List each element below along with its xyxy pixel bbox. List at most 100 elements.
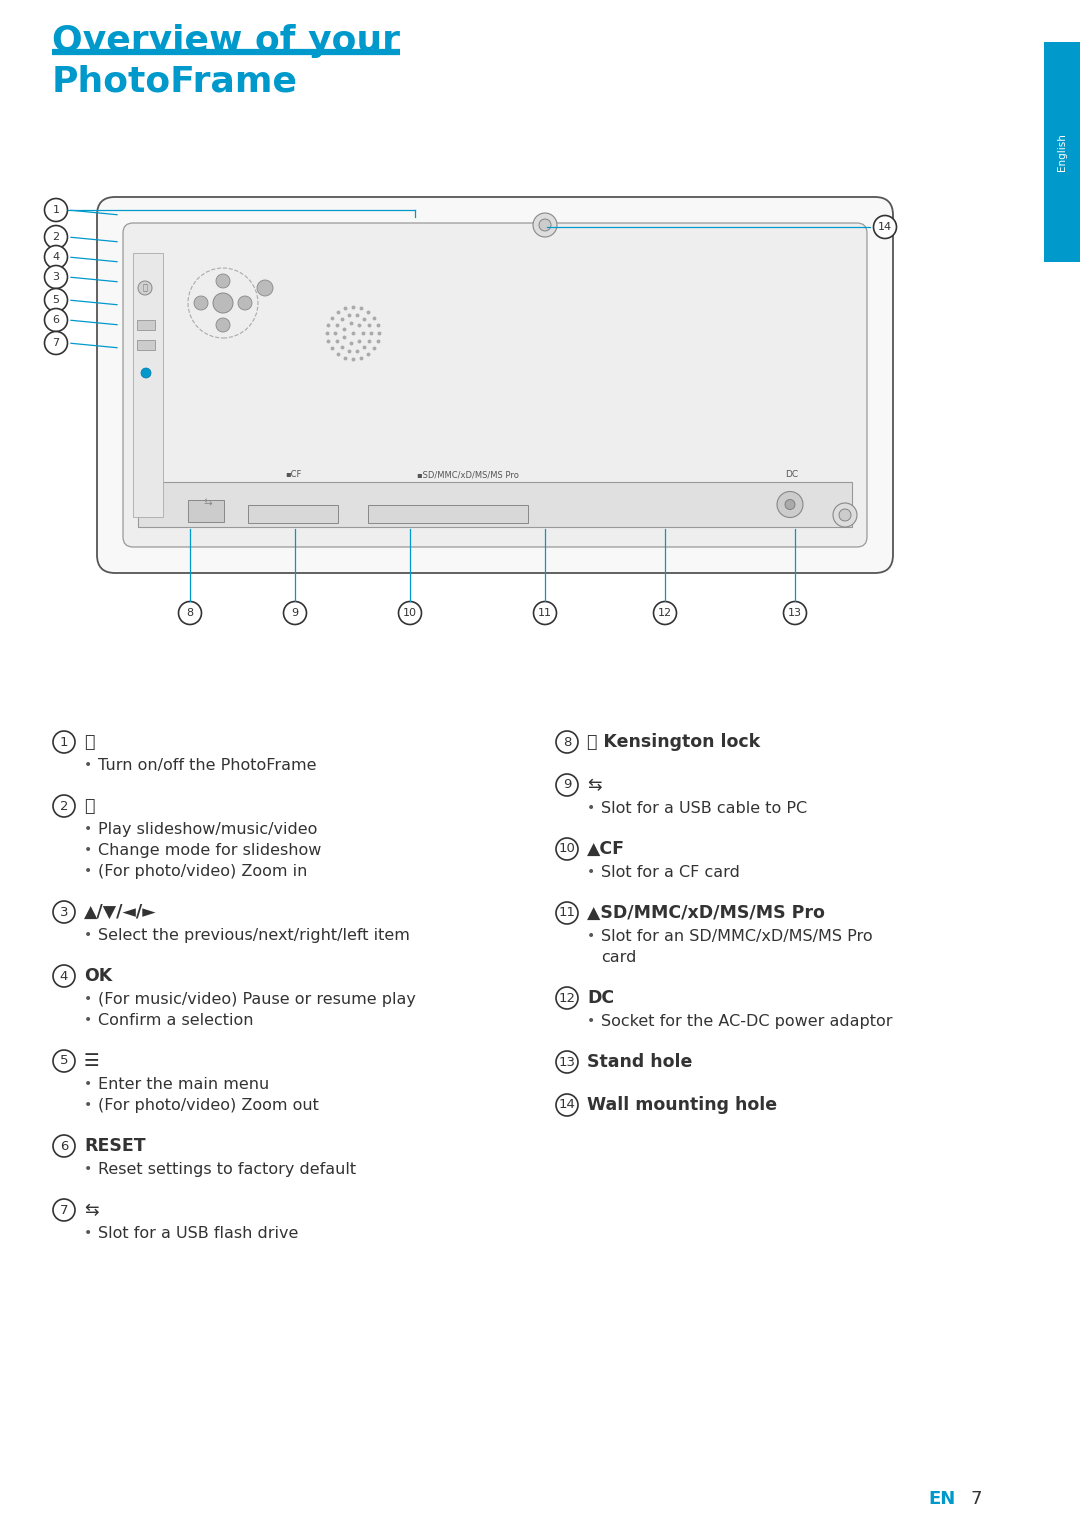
Text: 12: 12	[658, 608, 672, 617]
Circle shape	[257, 280, 273, 296]
Text: 5: 5	[59, 1054, 68, 1068]
Text: ⇆: ⇆	[204, 498, 213, 507]
Text: RESET: RESET	[84, 1137, 146, 1155]
Text: Turn on/off the PhotoFrame: Turn on/off the PhotoFrame	[98, 758, 316, 773]
Text: Enter the main menu: Enter the main menu	[98, 1077, 269, 1093]
Circle shape	[777, 492, 804, 518]
Text: (For photo/video) Zoom out: (For photo/video) Zoom out	[98, 1099, 319, 1112]
Text: Slot for a USB flash drive: Slot for a USB flash drive	[98, 1225, 298, 1241]
Text: 7: 7	[970, 1490, 982, 1508]
Text: •: •	[588, 1015, 595, 1028]
Text: Confirm a selection: Confirm a selection	[98, 1013, 254, 1028]
Text: Slot for a CF card: Slot for a CF card	[600, 865, 740, 880]
Circle shape	[539, 219, 551, 231]
Text: 13: 13	[788, 608, 802, 617]
Bar	[188, 500, 224, 523]
Circle shape	[194, 296, 208, 310]
Circle shape	[44, 199, 67, 222]
Circle shape	[534, 602, 556, 625]
Text: Wall mounting hole: Wall mounting hole	[588, 1096, 778, 1114]
Text: 12: 12	[558, 992, 576, 1004]
Circle shape	[874, 215, 896, 238]
Text: Stand hole: Stand hole	[588, 1053, 692, 1071]
Circle shape	[839, 509, 851, 521]
Text: Change mode for slideshow: Change mode for slideshow	[98, 843, 322, 859]
Circle shape	[216, 274, 230, 287]
Text: 14: 14	[558, 1099, 576, 1111]
Circle shape	[283, 602, 307, 625]
Text: •: •	[84, 1013, 92, 1027]
Text: Slot for a USB cable to PC: Slot for a USB cable to PC	[600, 801, 807, 816]
Text: ▪SD/MMC/xD/MS/MS Pro: ▪SD/MMC/xD/MS/MS Pro	[417, 471, 518, 478]
Circle shape	[44, 332, 67, 354]
Text: Overview of your: Overview of your	[52, 24, 400, 58]
Text: •: •	[84, 1161, 92, 1177]
Text: (For photo/video) Zoom in: (For photo/video) Zoom in	[98, 863, 308, 879]
Text: ⏻: ⏻	[84, 733, 94, 750]
Text: •: •	[84, 843, 92, 857]
Text: 7: 7	[59, 1204, 68, 1216]
Circle shape	[534, 212, 557, 237]
Text: Select the previous/next/right/left item: Select the previous/next/right/left item	[98, 927, 410, 943]
Text: PhotoFrame: PhotoFrame	[52, 64, 298, 98]
Bar	[1044, 41, 1080, 261]
Text: 3: 3	[53, 272, 59, 283]
Text: 2: 2	[59, 799, 68, 813]
Text: ⦿: ⦿	[84, 798, 94, 814]
Text: •: •	[588, 865, 595, 879]
Text: •: •	[84, 1077, 92, 1091]
Text: 9: 9	[563, 778, 571, 792]
Text: 10: 10	[403, 608, 417, 617]
Text: 6: 6	[53, 315, 59, 325]
Text: 8: 8	[187, 608, 193, 617]
Circle shape	[399, 602, 421, 625]
Text: •: •	[84, 758, 92, 772]
FancyBboxPatch shape	[97, 197, 893, 573]
Bar	[368, 504, 528, 523]
Circle shape	[44, 266, 67, 289]
Circle shape	[653, 602, 676, 625]
Text: 🔒 Kensington lock: 🔒 Kensington lock	[588, 733, 760, 750]
Bar	[137, 319, 156, 330]
Text: •: •	[84, 822, 92, 836]
Text: ⇆: ⇆	[588, 776, 602, 795]
Text: card: card	[600, 950, 636, 966]
Text: •: •	[84, 1099, 92, 1112]
Circle shape	[138, 281, 152, 295]
Text: 14: 14	[878, 222, 892, 232]
Text: (For music/video) Pause or resume play: (For music/video) Pause or resume play	[98, 992, 416, 1007]
Bar	[138, 481, 852, 527]
Text: 1: 1	[53, 205, 59, 215]
Text: ▲SD/MMC/xD/MS/MS Pro: ▲SD/MMC/xD/MS/MS Pro	[588, 905, 825, 921]
Circle shape	[44, 309, 67, 332]
Text: DC: DC	[588, 989, 615, 1007]
Text: 7: 7	[53, 338, 59, 348]
FancyBboxPatch shape	[123, 223, 867, 547]
Text: 9: 9	[292, 608, 298, 617]
Text: •: •	[588, 801, 595, 814]
Bar	[248, 504, 338, 523]
Text: 4: 4	[59, 969, 68, 983]
Text: ☰: ☰	[84, 1051, 99, 1070]
Text: Play slideshow/music/video: Play slideshow/music/video	[98, 822, 318, 837]
Text: English: English	[1057, 133, 1067, 171]
Text: 2: 2	[53, 232, 59, 241]
Text: Reset settings to factory default: Reset settings to factory default	[98, 1161, 356, 1177]
Text: 8: 8	[563, 735, 571, 749]
Text: 13: 13	[558, 1056, 576, 1068]
Circle shape	[213, 293, 233, 313]
Circle shape	[238, 296, 252, 310]
Circle shape	[833, 503, 858, 527]
Circle shape	[216, 318, 230, 332]
Text: Socket for the AC-DC power adaptor: Socket for the AC-DC power adaptor	[600, 1015, 892, 1028]
Text: 3: 3	[59, 906, 68, 918]
Text: 4: 4	[53, 252, 59, 261]
Circle shape	[178, 602, 202, 625]
Circle shape	[783, 602, 807, 625]
Text: Slot for an SD/MMC/xD/MS/MS Pro: Slot for an SD/MMC/xD/MS/MS Pro	[600, 929, 873, 944]
Text: •: •	[84, 992, 92, 1005]
Text: ▲CF: ▲CF	[588, 840, 625, 859]
Text: 5: 5	[53, 295, 59, 306]
Text: 11: 11	[538, 608, 552, 617]
Bar	[133, 254, 163, 516]
